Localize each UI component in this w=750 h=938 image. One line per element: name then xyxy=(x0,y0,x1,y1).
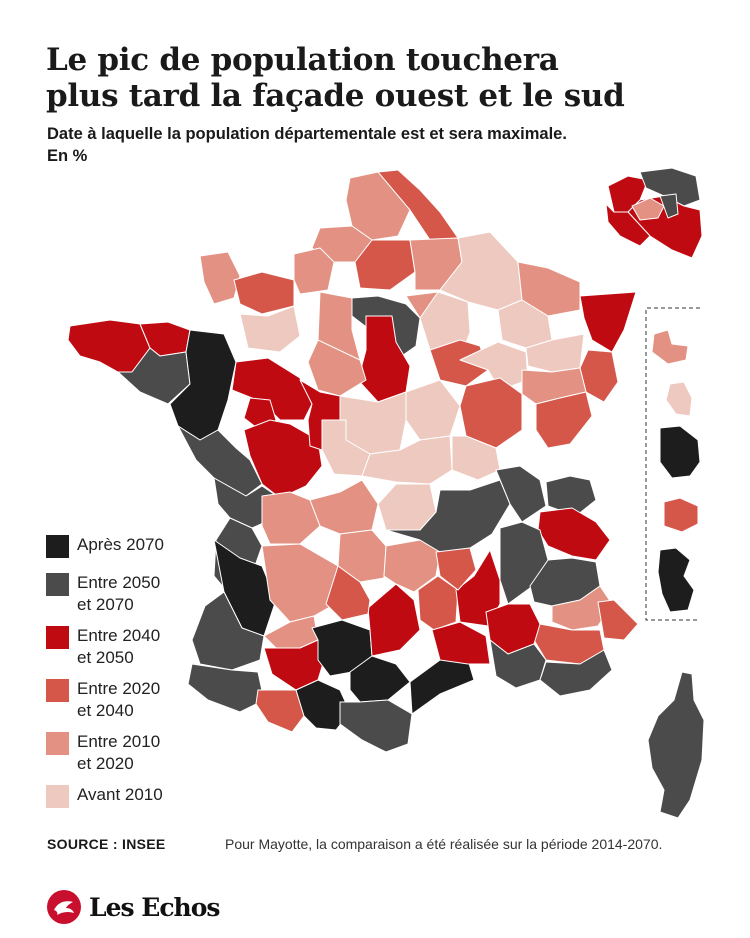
legend-item-2050-2070: Entre 2050 et 2070 xyxy=(46,572,196,616)
source-label: SOURCE : INSEE xyxy=(47,836,166,852)
map-region xyxy=(435,547,477,591)
map-region xyxy=(405,379,461,441)
map-region xyxy=(495,465,547,523)
map-region xyxy=(349,655,411,703)
legend-swatch xyxy=(46,785,69,808)
map-region xyxy=(191,591,265,671)
map-region xyxy=(293,247,335,295)
legend-label: Après 2070 xyxy=(77,535,164,554)
map-region xyxy=(431,621,491,665)
map-region xyxy=(459,377,523,449)
brand-name: Les Echos xyxy=(89,892,220,922)
legend-label: Entre 2040 et 2050 xyxy=(77,626,161,667)
legend-label: Entre 2010 et 2020 xyxy=(77,732,161,773)
map-region xyxy=(299,379,341,451)
subtitle-line-2: En % xyxy=(47,147,88,165)
legend-label: Entre 2020 et 2040 xyxy=(77,679,161,720)
map-region xyxy=(239,305,301,353)
map-region xyxy=(377,169,459,241)
title-line-2: plus tard la façade ouest et le sud xyxy=(46,78,625,114)
map-region xyxy=(261,543,343,623)
map-region xyxy=(657,547,695,613)
map-region xyxy=(243,419,323,499)
les-echos-logo: Les Echos xyxy=(47,890,220,924)
map-region xyxy=(579,291,637,353)
map-region xyxy=(659,425,701,479)
map-region xyxy=(537,507,611,561)
map-region xyxy=(177,425,263,497)
chart-subtitle: Date à laquelle la population départemen… xyxy=(47,123,707,167)
legend-label: Avant 2010 xyxy=(77,785,163,804)
legend-label: Entre 2050 et 2070 xyxy=(77,573,161,614)
map-region xyxy=(325,565,371,621)
subtitle-line-1: Date à laquelle la population départemen… xyxy=(47,125,567,143)
map-region xyxy=(233,271,295,315)
legend-item-before-2010: Avant 2010 xyxy=(46,784,196,813)
map-region xyxy=(261,491,321,545)
inset-frame xyxy=(645,307,700,621)
map-region xyxy=(631,197,665,221)
mayotte-note: Pour Mayotte, la comparaison a été réali… xyxy=(225,836,663,852)
map-region xyxy=(199,251,241,305)
legend-swatch xyxy=(46,732,69,755)
legend-item-2020-2040: Entre 2020 et 2040 xyxy=(46,678,196,722)
map-region xyxy=(651,329,689,365)
map-region xyxy=(605,203,651,247)
map-region xyxy=(535,391,593,449)
map-region xyxy=(455,549,501,627)
map-region xyxy=(309,479,379,535)
map-region xyxy=(639,167,701,207)
title-line-1: Le pic de population touchera xyxy=(46,42,559,78)
map-region xyxy=(659,193,679,219)
map-region xyxy=(545,475,597,517)
map-region xyxy=(339,699,413,753)
legend-item-2040-2050: Entre 2040 et 2050 xyxy=(46,625,196,669)
legend-swatch xyxy=(46,535,69,558)
map-region xyxy=(231,357,313,421)
bird-logo-icon xyxy=(47,890,81,924)
legend-item-2010-2020: Entre 2010 et 2020 xyxy=(46,731,196,775)
map-region xyxy=(255,689,305,733)
legend-swatch xyxy=(46,626,69,649)
legend-item-after-2070: Après 2070 xyxy=(46,534,196,563)
map-region xyxy=(409,659,475,715)
map-region xyxy=(597,599,639,641)
legend: Après 2070 Entre 2050 et 2070 Entre 2040… xyxy=(46,534,196,822)
map-region xyxy=(263,639,325,691)
map-region xyxy=(665,381,693,417)
map-region xyxy=(367,583,421,657)
chart-title: Le pic de population touchera plus tard … xyxy=(46,42,706,114)
legend-swatch xyxy=(46,573,69,596)
map-region xyxy=(663,497,699,533)
map-region xyxy=(417,575,459,631)
map-region xyxy=(539,649,613,697)
map-region xyxy=(187,663,265,713)
map-region xyxy=(647,671,705,819)
legend-swatch xyxy=(46,679,69,702)
